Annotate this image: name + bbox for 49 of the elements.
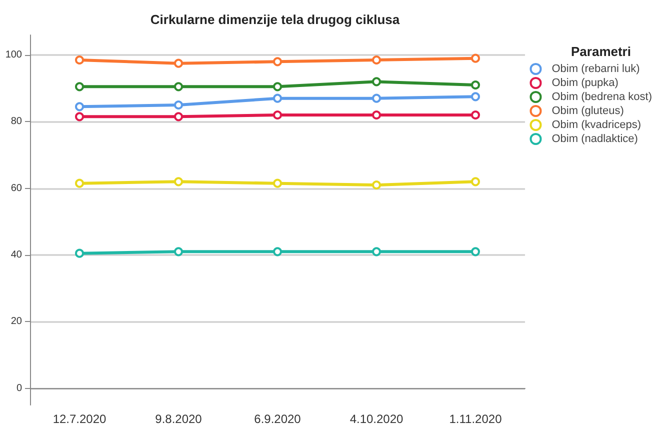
point — [174, 82, 183, 92]
legend-label: Obim (pupka) — [552, 77, 618, 89]
point — [174, 247, 183, 256]
legend-label: Obim (bedrena kost) — [552, 91, 652, 103]
point — [174, 100, 183, 110]
point — [273, 94, 282, 103]
point — [174, 58, 183, 68]
legend-title: Parametri — [571, 44, 631, 59]
point — [471, 80, 480, 90]
point — [75, 248, 84, 258]
legend-label: Obim (nadlaktice) — [552, 133, 638, 145]
point — [471, 177, 480, 186]
point — [273, 110, 282, 120]
legend-label: Obim (kvadriceps) — [552, 119, 641, 131]
point — [471, 247, 480, 256]
y-tick-label: 60 — [10, 182, 22, 194]
y-tick-label: 80 — [10, 116, 22, 128]
point — [471, 110, 480, 120]
legend-label: Obim (gluteus) — [552, 105, 624, 117]
point — [372, 180, 381, 190]
point — [471, 54, 480, 63]
chart-title: Cirkularne dimenzije tela drugog ciklusa — [150, 12, 400, 27]
y-tick-label: 100 — [5, 50, 22, 60]
point — [75, 102, 84, 112]
point — [273, 57, 282, 66]
point — [75, 178, 84, 188]
point — [372, 110, 381, 120]
y-tick-label: 20 — [10, 316, 22, 328]
point — [372, 56, 381, 64]
x-tick-label: 6.9.2020 — [254, 412, 302, 425]
x-tick-label: 12.7.2020 — [52, 412, 107, 425]
point — [174, 112, 183, 122]
point — [372, 247, 381, 256]
point — [75, 56, 84, 64]
point — [471, 92, 480, 102]
legend-label: Obim (rebarni luk) — [552, 63, 640, 75]
point — [75, 82, 84, 92]
point — [273, 178, 282, 188]
point — [273, 82, 282, 92]
y-tick-label: 40 — [10, 250, 22, 260]
y-tick-label: 0 — [16, 382, 22, 394]
x-tick-label: 1.11.2020 — [449, 412, 502, 425]
x-tick-label: 9.8.2020 — [155, 412, 202, 425]
point — [372, 94, 381, 103]
point — [273, 247, 282, 256]
point — [75, 112, 84, 122]
point — [372, 77, 381, 86]
point — [174, 177, 183, 186]
x-tick-label: 4.10.2020 — [350, 412, 404, 425]
